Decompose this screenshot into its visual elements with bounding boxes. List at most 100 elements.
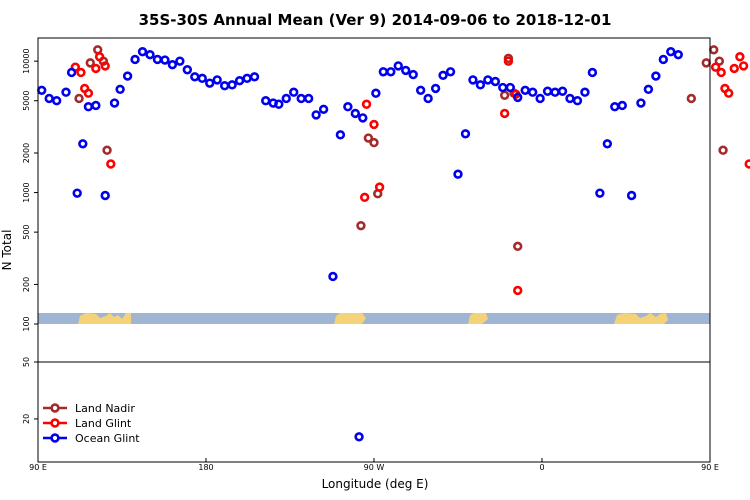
legend-marker-land-glint: [50, 418, 60, 428]
ocean-glint-point: [651, 71, 661, 81]
ocean-glint-point: [115, 84, 125, 95]
ocean-glint-point: [190, 72, 200, 82]
land-nadir-point: [701, 58, 711, 68]
ocean-glint-point: [205, 78, 215, 88]
ocean-glint-point: [572, 96, 583, 106]
ocean-glint-point: [520, 85, 530, 96]
ocean-glint-point: [580, 87, 590, 97]
ocean-glint-point: [167, 59, 178, 70]
ocean-glint-point: [610, 102, 620, 112]
land-nadir-point: [709, 45, 719, 55]
lower-panel-points: [354, 432, 364, 442]
ocean-glint-point: [505, 82, 515, 93]
land-glint-point: [83, 88, 94, 98]
ocean-glint-point: [617, 100, 627, 111]
land-glint-point: [738, 61, 749, 71]
ocean-glint-point: [468, 75, 478, 85]
land-glint-point: [369, 119, 379, 130]
land-glint-point: [716, 67, 726, 78]
land-glint-point: [710, 62, 721, 72]
land-glint-point: [359, 192, 370, 203]
ocean-glint-point: [408, 69, 418, 80]
ocean-glint-point: [289, 87, 299, 97]
ocean-glint-point: [602, 139, 613, 149]
land-glint-point: [76, 67, 86, 78]
ocean-glint-point: [445, 67, 456, 77]
ocean-glint-point: [328, 271, 338, 282]
ocean-glint-point: [565, 93, 575, 104]
land-nadir-point: [74, 93, 84, 104]
ocean-glint-point: [415, 85, 426, 96]
land-glint-point: [374, 182, 385, 192]
ocean-glint-point: [234, 75, 245, 86]
ocean-glint-point: [643, 84, 654, 95]
ocean-glint-point: [175, 56, 185, 66]
ocean-glint-point: [358, 113, 368, 123]
land-glint-point: [91, 63, 101, 74]
legend-marker-ocean-glint: [50, 433, 60, 443]
ocean-glint-point: [490, 76, 501, 87]
land-nadir-point: [363, 133, 374, 143]
ocean-glint-point: [401, 65, 411, 76]
ocean-glint-point: [145, 49, 155, 60]
ocean-glint-point: [227, 80, 237, 90]
y-axis-label: N Total: [0, 230, 14, 271]
x-tick-label: 180: [198, 463, 213, 472]
land-glint-point: [100, 61, 110, 71]
x-tick-label: 0: [539, 463, 544, 472]
land-glint-point: [499, 108, 510, 119]
ocean-glint-point: [130, 54, 140, 65]
y-tick-label: 10000: [22, 48, 31, 73]
y-tick-label: 200: [22, 277, 31, 292]
ocean-glint-point: [100, 190, 110, 201]
land-shape: [614, 313, 668, 324]
land-nadir-point: [686, 93, 697, 104]
ocean-glint-point: [242, 73, 252, 84]
ocean-glint-point: [626, 190, 637, 201]
ocean-glint-point: [303, 93, 314, 104]
ocean-glint-point: [343, 102, 353, 112]
land-glint-point: [503, 56, 514, 66]
ocean-glint-point: [475, 80, 486, 90]
ocean-glint-point: [658, 54, 669, 65]
land-glint-point: [106, 159, 116, 169]
ocean-glint-point: [666, 46, 676, 57]
x-axis-ticks: 90 E 180 90 W 0 90 E: [29, 458, 719, 472]
ocean-glint-point: [249, 72, 260, 82]
ocean-glint-point: [274, 99, 284, 109]
ocean-glint-point: [91, 100, 101, 111]
legend-label-ocean-glint: Ocean Glint: [75, 432, 140, 445]
ocean-glint-point: [513, 92, 523, 103]
ocean-glint-point: [550, 87, 560, 97]
legend-marker-land-nadir: [50, 403, 60, 413]
land-nadir-point: [718, 145, 728, 155]
land-nadir-point: [369, 137, 379, 148]
legend-label-land-glint: Land Glint: [75, 417, 132, 430]
ocean-glint-point: [595, 188, 605, 198]
land-nadir-point: [85, 58, 95, 68]
y-tick-label: 100: [22, 316, 31, 331]
legend: Land Nadir Land Glint Ocean Glint: [43, 402, 140, 445]
ocean-glint-point: [78, 139, 88, 149]
ocean-glint-point: [498, 82, 508, 93]
land-shape: [78, 313, 131, 324]
y-tick-label: 50: [22, 357, 31, 367]
ocean-glint-point: [281, 93, 291, 104]
land-nadir-point: [499, 90, 510, 100]
ocean-glint-point: [296, 93, 306, 104]
land-glint-point: [735, 52, 745, 62]
land-glint-point: [361, 99, 372, 109]
ocean-glint-point: [122, 71, 133, 81]
y-tick-label: 5000: [22, 91, 31, 111]
plot-frame: [37, 37, 711, 463]
land-glint-point: [744, 159, 750, 169]
ocean-glint-point: [182, 65, 193, 75]
x-tick-label: 90 E: [29, 463, 47, 472]
ocean-glint-point: [311, 110, 321, 120]
ocean-glint-point: [212, 75, 222, 85]
ocean-glint-point: [587, 67, 598, 78]
upper-panel-points: [37, 45, 750, 296]
ocean-glint-point: [386, 67, 396, 77]
ocean-glint-point: [393, 61, 403, 71]
ocean-glint-point: [83, 102, 94, 112]
